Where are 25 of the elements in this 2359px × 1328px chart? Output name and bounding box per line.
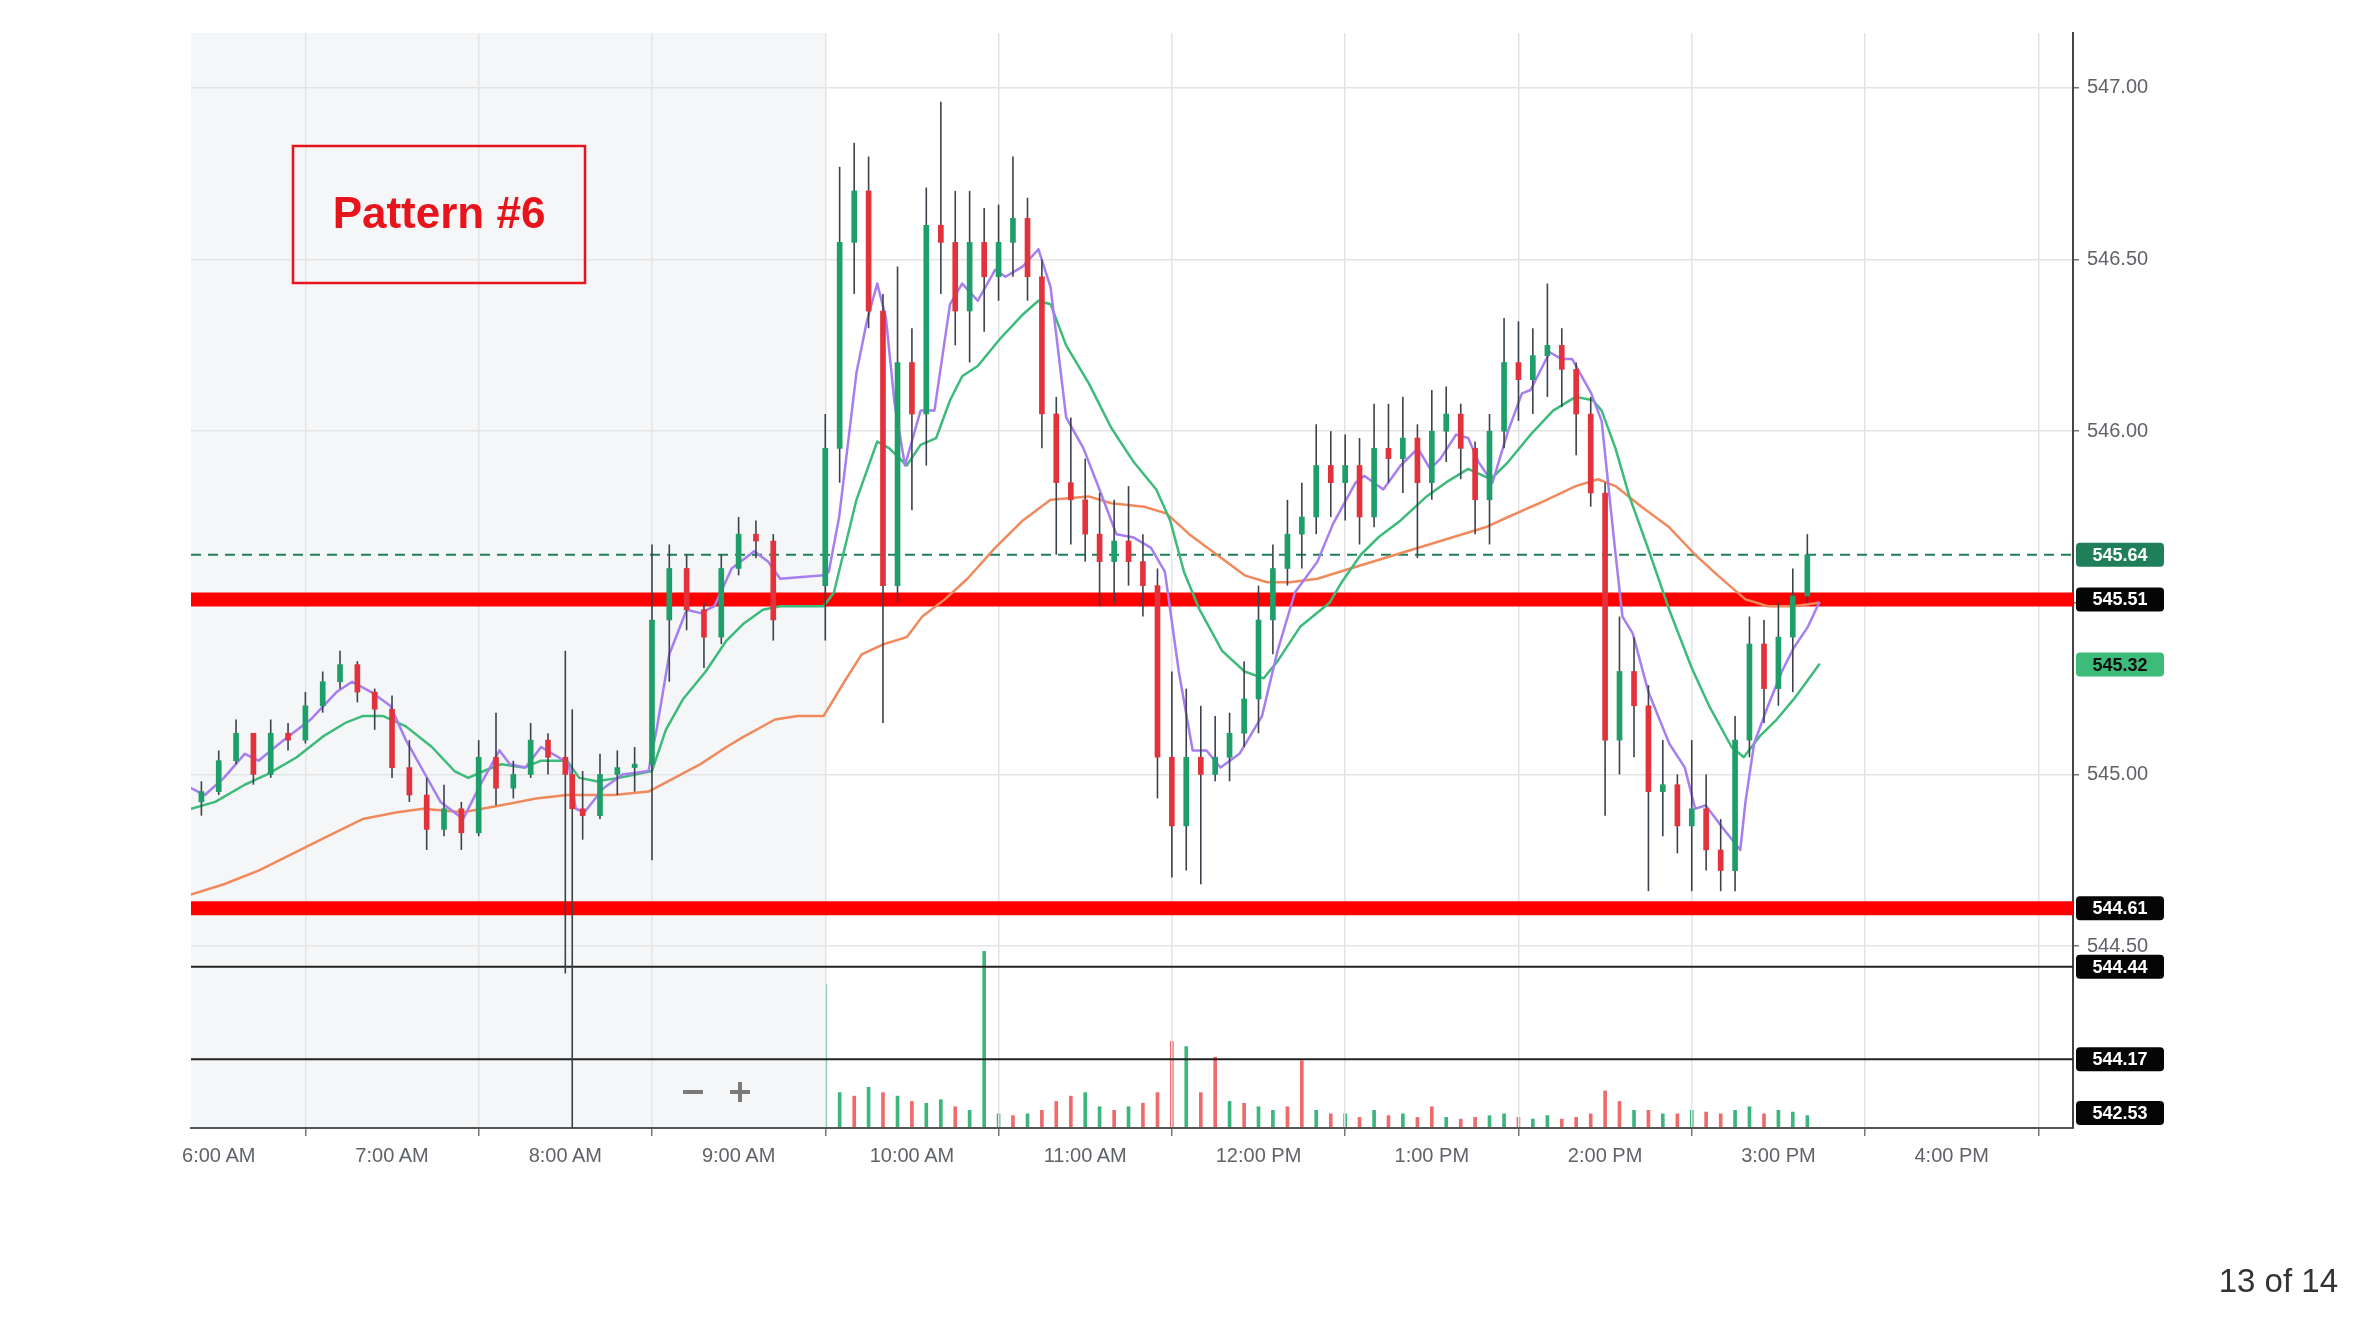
text: 542.53	[2092, 1102, 2148, 1123]
x-tick-label: 4:00 PM	[1914, 1143, 1989, 1166]
x-tick-label: 6:00 AM	[182, 1143, 256, 1166]
text: 13 of 14	[2218, 1262, 2338, 1300]
x-tick-label: 10:00 AM	[869, 1143, 955, 1166]
text: Pattern #6	[332, 188, 546, 238]
x-tick-label: 9:00 AM	[701, 1143, 776, 1166]
text: 545.32	[2092, 654, 2148, 675]
ref-line-label: 544.44	[2092, 956, 2148, 977]
ref-line-label: 544.61	[2092, 898, 2148, 919]
ref-line-label: 544.17	[2092, 1049, 2148, 1070]
y-tick-label: 546.00	[2087, 418, 2149, 441]
y-tick-label: 545.00	[2087, 761, 2149, 784]
y-tick-label: 544.50	[2087, 933, 2149, 956]
x-tick-label: 7:00 AM	[355, 1143, 429, 1166]
ref-line-label: 545.51	[2092, 589, 2148, 610]
x-tick-label: 8:00 AM	[528, 1143, 603, 1166]
x-tick-label: 3:00 PM	[1741, 1143, 1816, 1166]
y-tick-label: 546.50	[2087, 247, 2149, 270]
x-tick-label: 11:00 AM	[1043, 1143, 1127, 1166]
ref-line-label: 545.64	[2092, 544, 2148, 565]
x-tick-label: 1:00 PM	[1394, 1143, 1470, 1166]
x-tick-label: 2:00 PM	[1567, 1143, 1643, 1166]
x-tick-label: 12:00 PM	[1215, 1143, 1302, 1166]
y-tick-label: 547.00	[2087, 75, 2149, 98]
